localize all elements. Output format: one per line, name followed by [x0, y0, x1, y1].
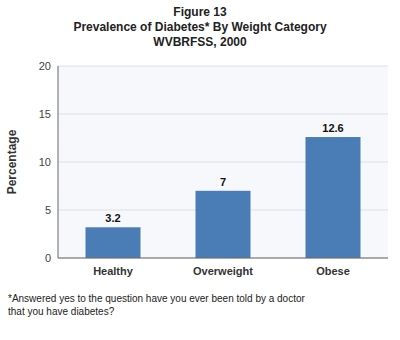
chart-container: Figure 13Prevalence of Diabetes* By Weig… — [0, 0, 400, 340]
chart-title: Figure 13Prevalence of Diabetes* By Weig… — [73, 5, 327, 49]
title-line: Figure 13 — [173, 5, 227, 19]
background — [0, 0, 400, 340]
y-tick-label: 20 — [39, 60, 51, 72]
grid-line — [58, 114, 388, 115]
footnote-line: that you have diabetes? — [8, 306, 115, 317]
chart-svg: Figure 13Prevalence of Diabetes* By Weig… — [0, 0, 400, 340]
y-tick-label: 0 — [45, 252, 51, 264]
data-label: 3.2 — [105, 212, 120, 224]
grid-line — [58, 258, 388, 259]
footnote: *Answered yes to the question have you e… — [8, 293, 306, 317]
x-axis-line — [58, 258, 388, 259]
bar — [196, 191, 251, 258]
x-tick-label: Overweight — [193, 265, 253, 277]
bar — [86, 227, 141, 258]
footnote-line: *Answered yes to the question have you e… — [8, 293, 306, 304]
y-tick-label: 15 — [39, 108, 51, 120]
x-tick-label: Healthy — [93, 265, 134, 277]
grid-line — [58, 66, 388, 67]
y-tick-label: 10 — [39, 156, 51, 168]
bars — [86, 137, 361, 258]
title-line: WVBRFSS, 2000 — [153, 35, 247, 49]
data-label: 12.6 — [322, 122, 343, 134]
y-tick-label: 5 — [45, 204, 51, 216]
bar — [306, 137, 361, 258]
x-tick-label: Obese — [316, 265, 350, 277]
title-line: Prevalence of Diabetes* By Weight Catego… — [73, 20, 327, 34]
y-axis-line — [58, 66, 59, 258]
y-axis-label: Percentage — [5, 129, 19, 194]
data-label: 7 — [220, 176, 226, 188]
plot-background — [58, 66, 388, 258]
